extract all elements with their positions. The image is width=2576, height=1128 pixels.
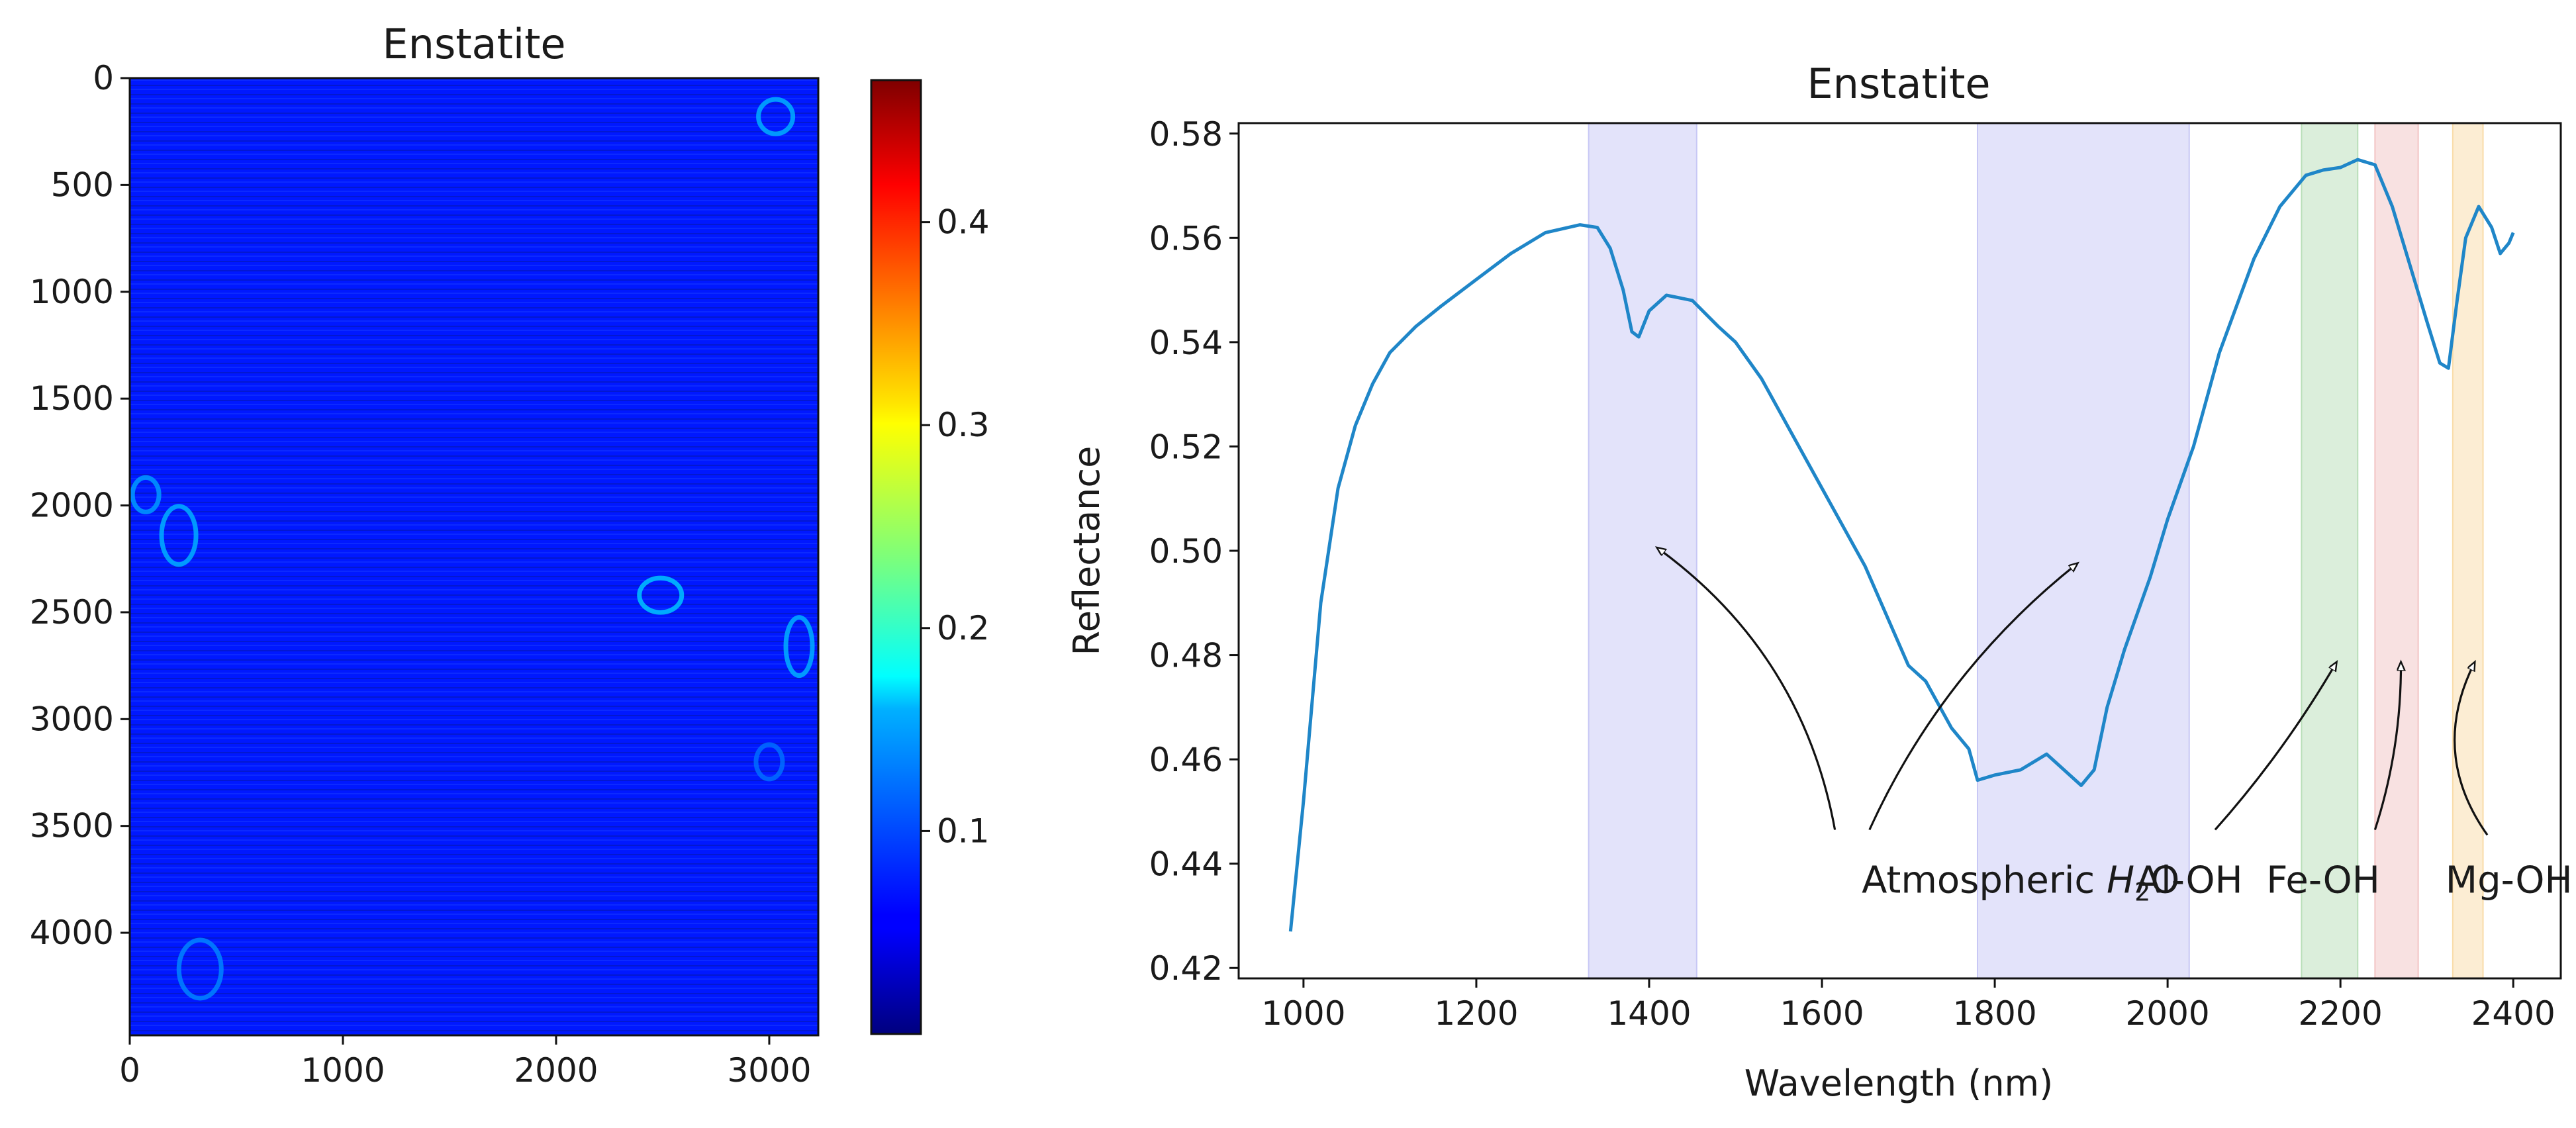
annotation-atm-prefix: Atmospheric	[1862, 859, 2107, 902]
line-x-tick-label: 1400	[1607, 994, 1691, 1033]
heatmap-x-tick-label: 3000	[727, 1051, 811, 1090]
line-x-tick-label: 2400	[2471, 994, 2555, 1033]
heatmap-x-tick-label: 0	[119, 1051, 140, 1090]
heatmap-frame	[128, 77, 820, 1037]
heatmap-y-tick-label: 3000	[30, 700, 114, 738]
heatmap-feature	[783, 615, 815, 679]
annotation-arrows	[1658, 548, 2489, 836]
line-y-tick-label: 0.50	[1149, 532, 1223, 571]
annotation-atmospheric-h2o: Atmospheric H2O	[1862, 859, 2179, 906]
heatmap-y-tick-label: 500	[51, 165, 114, 204]
line-y-tick-label: 0.56	[1149, 219, 1223, 258]
heatmap-feature	[176, 937, 224, 1001]
heatmap-features	[130, 97, 815, 1001]
colorbar-tick-label: 0.4	[937, 203, 990, 242]
line-y-tick-label: 0.52	[1149, 428, 1223, 466]
annotations: Atmospheric H2O Al-OH Fe-OH Mg-OH	[1862, 859, 2573, 906]
line-chart-title: Enstatite	[1807, 60, 1990, 108]
annotation-atm-suffix: O	[2150, 859, 2179, 902]
reflectance-line	[1288, 158, 2515, 932]
heatmap-y-tick-label: 4000	[30, 914, 114, 952]
annotation-arrow	[2454, 663, 2489, 836]
line-x-tick-label: 1000	[1261, 994, 1345, 1033]
absorption-band	[2374, 123, 2419, 978]
annotation-arrow	[1658, 548, 1837, 830]
heatmap-y-tick-label: 2500	[30, 593, 114, 632]
line-x-axis: 1000 1200 1400 1600 1800 2000 2200 2400	[1261, 978, 2555, 1033]
heatmap-x-axis: 0 1000 2000 3000	[119, 1035, 812, 1090]
absorption-band	[1976, 123, 2190, 978]
line-chart-frame	[1237, 122, 2562, 980]
absorption-band	[2301, 123, 2359, 978]
line-y-tick-label: 0.44	[1149, 845, 1223, 884]
line-panel: Enstatite Atmospheric H2O Al-OH Fe-OH Mg…	[1066, 60, 2573, 1104]
heatmap-feature	[130, 475, 162, 514]
line-y-tick-label: 0.58	[1149, 115, 1223, 154]
annotation-atm-sub: 2	[2134, 877, 2150, 906]
line-x-tick-label: 2200	[2299, 994, 2383, 1033]
absorption-bands	[1588, 123, 2484, 978]
heatmap-panel: Enstatite 0 1000 2000 3000 0 500 1000 1500 2000…	[30, 20, 990, 1090]
annotation-al-oh: Al-OH	[2136, 859, 2243, 902]
line-y-axis: 0.42 0.44 0.46 0.48 0.50 0.52 0.54 0.56 0.58	[1149, 115, 1239, 988]
heatmap-title: Enstatite	[382, 20, 565, 68]
heatmap-y-tick-label: 0	[93, 59, 114, 97]
heatmap-y-tick-label: 1500	[30, 379, 114, 418]
annotation-atm-h: H	[2107, 859, 2134, 902]
colorbar-gradient	[870, 79, 922, 1035]
line-y-tick-label: 0.54	[1149, 324, 1223, 362]
line-y-tick-label: 0.46	[1149, 741, 1223, 779]
annotation-arrow	[2214, 663, 2336, 831]
line-x-tick-label: 1600	[1780, 994, 1864, 1033]
heatmap-y-tick-label: 1000	[30, 273, 114, 311]
heatmap-feature	[159, 504, 199, 567]
line-x-tick-label: 1800	[1952, 994, 2036, 1033]
colorbar-tick-label: 0.1	[937, 812, 990, 850]
heatmap-texture	[130, 78, 818, 1035]
x-axis-label: Wavelength (nm)	[1744, 1062, 2053, 1104]
heatmap-x-tick-label: 1000	[301, 1051, 385, 1090]
absorption-band	[2452, 123, 2484, 978]
heatmap-feature	[753, 742, 785, 782]
annotation-fe-oh: Fe-OH	[2266, 859, 2380, 902]
annotation-arrow	[1868, 564, 2077, 831]
colorbar-tick-label: 0.2	[937, 609, 990, 647]
colorbar-ticks: 0.1 0.2 0.3 0.4	[921, 203, 990, 850]
absorption-band	[1588, 123, 1697, 978]
heatmap-image	[130, 78, 818, 1035]
annotation-arrow	[2373, 663, 2401, 830]
line-x-tick-label: 2000	[2125, 994, 2209, 1033]
line-y-tick-label: 0.48	[1149, 637, 1223, 675]
colorbar: 0.1 0.2 0.3 0.4	[870, 79, 990, 1035]
colorbar-tick-label: 0.3	[937, 406, 990, 444]
heatmap-y-tick-label: 3500	[30, 807, 114, 845]
annotation-mg-oh: Mg-OH	[2446, 859, 2573, 902]
line-x-tick-label: 1200	[1434, 994, 1518, 1033]
line-y-tick-label: 0.42	[1149, 949, 1223, 988]
y-axis-label: Reflectance	[1066, 446, 1108, 656]
heatmap-y-tick-label: 2000	[30, 487, 114, 525]
heatmap-x-tick-label: 2000	[514, 1051, 598, 1090]
heatmap-feature	[637, 575, 685, 615]
heatmap-feature	[756, 97, 796, 136]
heatmap-y-axis: 0 500 1000 1500 2000 2500 3000 3500 4000	[30, 59, 130, 952]
